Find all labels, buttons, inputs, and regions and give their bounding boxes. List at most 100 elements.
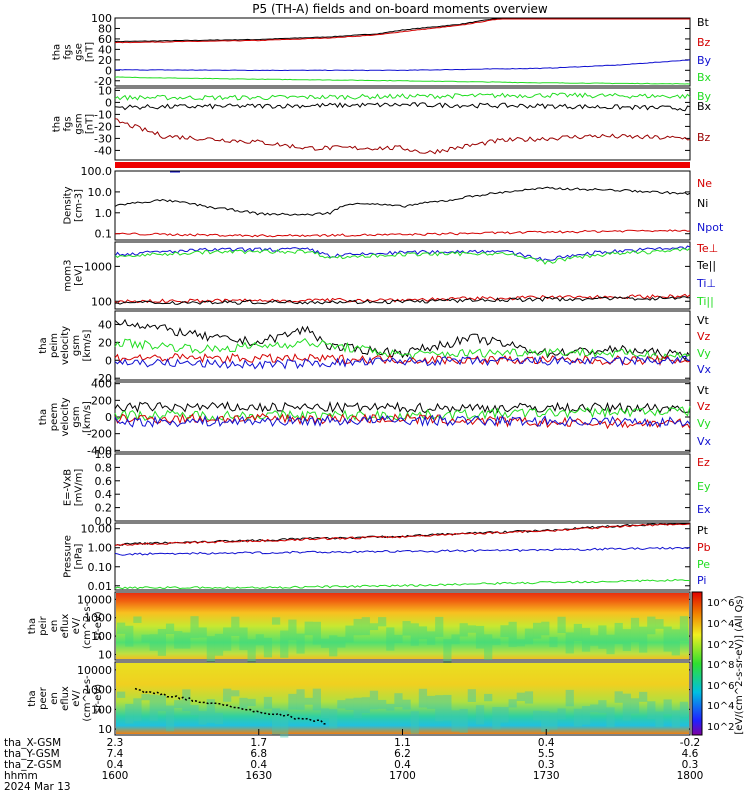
spectrogram-texture xyxy=(353,697,362,718)
spectrogram-texture xyxy=(598,625,607,649)
series-line-vt xyxy=(114,400,691,414)
colorbar-tick: 10^6 xyxy=(707,598,734,609)
spectrogram-texture xyxy=(492,706,501,730)
y-tick-label: 40 xyxy=(98,318,112,331)
y-axis-label: [nPa] xyxy=(74,543,85,569)
spectrogram-texture xyxy=(590,704,599,713)
y-axis-label: en xyxy=(49,692,60,705)
spectrogram-texture xyxy=(647,616,656,635)
series-line-bx xyxy=(114,102,691,112)
x-tick-label: 1700 xyxy=(389,770,416,782)
y-tick-label: 10 xyxy=(98,84,112,97)
y-tick-label: -20 xyxy=(94,372,112,385)
y-axis-label: [km/s] xyxy=(82,401,93,433)
spectrogram-texture xyxy=(263,696,273,709)
spectrogram-texture xyxy=(125,625,134,647)
series-line-by xyxy=(114,59,691,72)
y-axis-label: sr-eV) xyxy=(93,684,104,713)
legend-label: Te|| xyxy=(696,259,716,272)
panel-frame xyxy=(114,87,691,161)
spectrogram-texture xyxy=(606,634,615,655)
y-tick-label: 60 xyxy=(98,33,112,46)
legend-label: Te⊥ xyxy=(696,242,718,255)
spectrogram-texture xyxy=(508,621,517,647)
spectrogram-texture xyxy=(378,617,387,627)
y-tick-label: 0.8 xyxy=(95,461,113,474)
y-tick-label: 0 xyxy=(105,96,112,109)
y-tick-label: 0.0 xyxy=(95,515,113,528)
spectrogram-texture xyxy=(410,623,419,646)
x-tick-label: 2.3 xyxy=(107,737,124,749)
spectrogram-texture xyxy=(214,633,224,656)
x-tick-label: 0.4 xyxy=(107,759,124,771)
spectrogram-texture xyxy=(679,701,689,718)
spectrogram-texture xyxy=(639,691,648,702)
x-tick-label: 1730 xyxy=(533,770,560,782)
legend-label: Ne xyxy=(697,177,712,190)
spectrogram-texture xyxy=(133,698,142,721)
legend-label: Bx xyxy=(697,100,712,113)
spectrogram-texture xyxy=(549,712,558,730)
spectrogram-texture xyxy=(500,625,509,638)
spectrogram-texture xyxy=(386,627,395,651)
y-axis-label: [km/s] xyxy=(82,329,93,361)
y-tick-label: 200 xyxy=(91,394,112,407)
y-tick-label: 0.01 xyxy=(88,580,113,593)
y-tick-label: 20 xyxy=(98,336,112,349)
y-axis-label: eflux xyxy=(60,686,71,711)
y-tick-label: 10.00 xyxy=(81,523,113,536)
panel-frame xyxy=(114,453,691,522)
spectrogram-texture xyxy=(369,690,379,710)
spectrogram-texture xyxy=(174,700,183,708)
y-axis-label: sr-eV) xyxy=(93,611,104,640)
x-tick-label: 1600 xyxy=(102,770,129,782)
y-axis-label: tha xyxy=(38,337,49,353)
series-line-vy xyxy=(114,337,691,360)
y-axis-label: velocity xyxy=(60,326,71,365)
spectrogram-texture xyxy=(443,694,452,721)
y-tick-label: 10.0 xyxy=(88,186,113,199)
y-tick-label: 1000 xyxy=(84,612,112,625)
colorbar-label: [eV/(cm^2-s-sr-eV)] (All Qs) xyxy=(734,595,745,734)
spectrogram-texture xyxy=(622,629,631,651)
panel-frame xyxy=(114,381,691,453)
panel-peim_velocity: 40 20 0 -20 tha peim velocity gsm [km/s] Vt Vz Vy Vx xyxy=(38,310,712,385)
spectrogram-texture xyxy=(337,700,346,709)
x-row-label: hhmm xyxy=(4,770,38,782)
spectrogram-texture xyxy=(247,639,256,663)
spectrogram-texture xyxy=(125,703,134,724)
spectrogram-texture xyxy=(394,634,403,643)
spectrogram-texture xyxy=(614,622,623,645)
legend-label: Ex xyxy=(697,503,711,516)
panel-frame xyxy=(114,241,691,310)
y-tick-label: 10000 xyxy=(77,664,112,677)
spectrogram-texture xyxy=(573,708,583,727)
series-line-ni xyxy=(114,186,691,216)
x-tick-label: -0.2 xyxy=(680,737,701,749)
spectrogram-texture xyxy=(581,627,591,652)
spectrogram-texture xyxy=(296,689,305,710)
y-axis-label: (cm^2-s- xyxy=(82,602,93,649)
legend-label: Vx xyxy=(697,435,712,448)
y-axis-label: peir xyxy=(38,615,49,635)
y-tick-label: 0 xyxy=(105,64,112,77)
spectrogram-texture xyxy=(622,693,631,721)
spectrogram-texture xyxy=(614,691,623,703)
spectrogram-texture xyxy=(418,688,428,708)
y-axis-label: [eV] xyxy=(74,265,85,286)
panel-frame xyxy=(114,17,691,87)
spectrogram-texture xyxy=(655,711,664,728)
y-axis-label: velocity xyxy=(60,397,71,436)
y-axis-label: (cm^2-s- xyxy=(82,675,93,722)
legend-label: Pi xyxy=(697,574,706,587)
y-axis-label: mom3 xyxy=(63,260,74,292)
spectrogram-texture xyxy=(549,636,558,648)
legend-label: By xyxy=(697,90,712,103)
spectrogram-texture xyxy=(239,697,248,709)
y-axis-label: [nT] xyxy=(85,114,96,134)
spectrogram-texture xyxy=(214,712,224,725)
y-tick-label: 0.1 xyxy=(95,228,113,241)
series-line-bx xyxy=(114,76,691,85)
y-axis-label: en xyxy=(49,620,60,633)
series-line-vx xyxy=(114,414,691,428)
